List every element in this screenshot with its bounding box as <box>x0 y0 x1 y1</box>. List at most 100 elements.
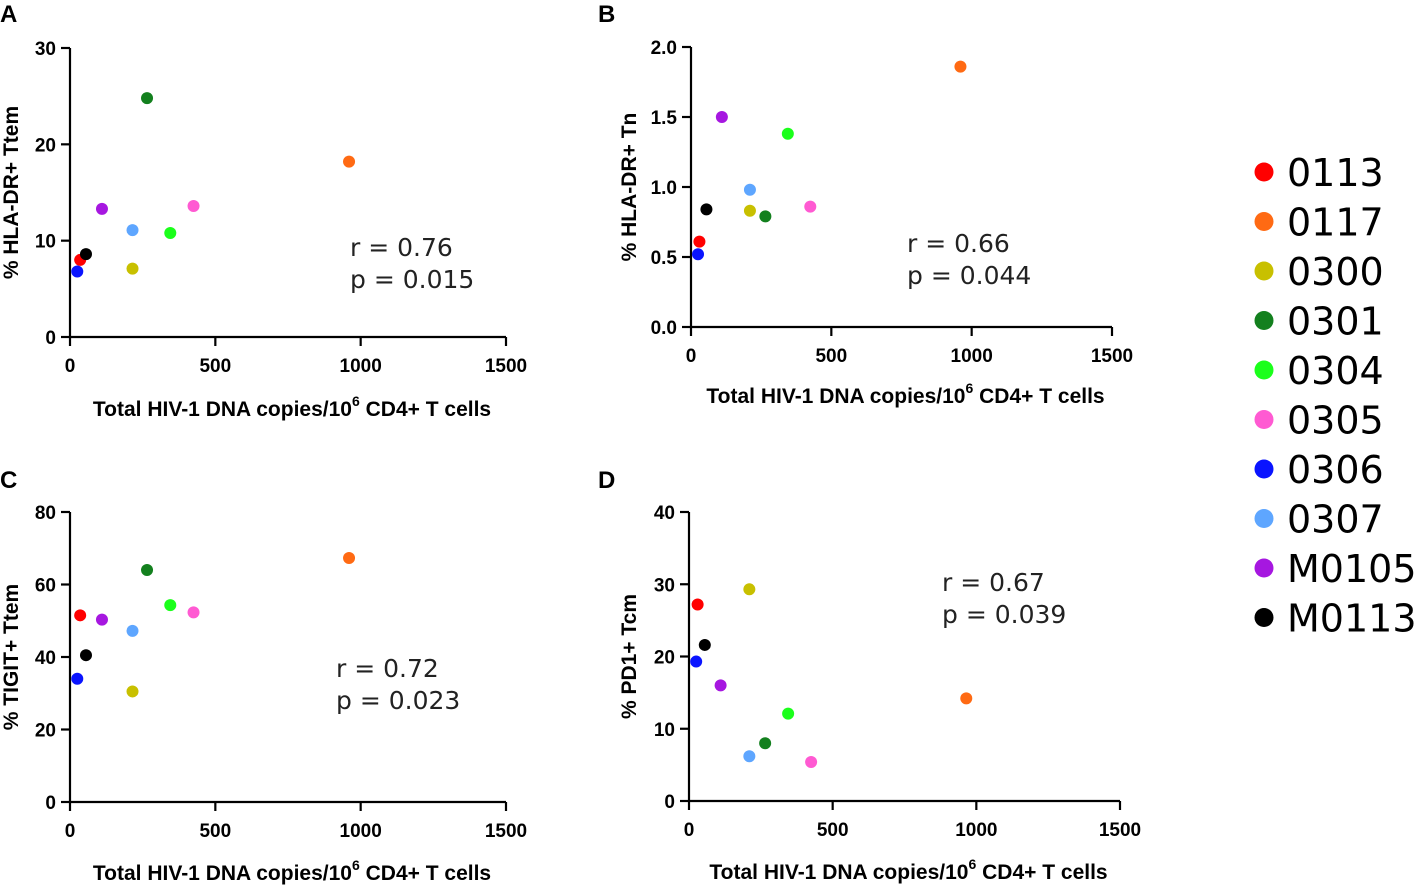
data-point-0304 <box>781 127 794 140</box>
data-point-0117 <box>343 552 356 565</box>
x-axis-title-main: Total HIV-1 DNA copies/10 <box>93 398 352 421</box>
data-point-m0113 <box>79 248 92 261</box>
y-tick-label: 10 <box>35 232 56 253</box>
panel-letter: B <box>598 1 615 28</box>
y-tick-label: 20 <box>35 135 56 156</box>
data-point-0113 <box>693 235 706 248</box>
legend-label-0113: 0113 <box>1287 151 1384 195</box>
stat-r: r = 0.67 <box>942 568 1045 597</box>
data-point-0117 <box>960 692 973 705</box>
data-point-0301 <box>759 737 772 750</box>
data-point-m0105 <box>714 679 727 692</box>
panel-b: B 0.0 0.5 1.0 1.5 2.0 0 500 1000 1500 % HLA-DR+ Tn… <box>598 1 1133 408</box>
y-tick-label: 0 <box>664 792 675 813</box>
x-tick-label: 500 <box>817 820 849 841</box>
x-axis-title: Total HIV-1 DNA copies/106 CD4+ T cells <box>709 856 1107 884</box>
x-tick-label: 1000 <box>340 356 382 377</box>
y-tick-label: 40 <box>35 648 56 669</box>
x-axis-title-tail: CD4+ T cells <box>976 861 1107 884</box>
x-tick-label: 500 <box>815 346 847 367</box>
x-tick-label: 1000 <box>955 820 997 841</box>
stat-r: r = 0.72 <box>336 654 439 683</box>
data-point-0117 <box>954 60 967 73</box>
x-tick-label: 0 <box>686 346 697 367</box>
data-point-0304 <box>782 707 795 720</box>
stat-r: r = 0.76 <box>350 233 453 262</box>
legend-marker-0305 <box>1254 410 1274 429</box>
stat-p: p = 0.015 <box>350 265 474 294</box>
x-tick-label: 500 <box>199 356 231 377</box>
x-tick-label: 1500 <box>485 356 527 377</box>
data-point-0304 <box>164 226 177 239</box>
x-axis-title-superscript: 6 <box>352 857 360 873</box>
data-point-0300 <box>126 685 139 698</box>
x-tick-label: 0 <box>65 821 76 842</box>
panel-letter: A <box>0 1 17 28</box>
y-tick-label: 20 <box>654 648 675 669</box>
data-point-0301 <box>141 564 154 576</box>
legend-marker-m0113 <box>1254 608 1274 627</box>
x-tick-label: 1500 <box>485 821 527 842</box>
x-axis-title-main: Total HIV-1 DNA copies/10 <box>709 861 968 884</box>
data-point-0305 <box>187 606 200 619</box>
panel-c: C 0 20 40 60 80 0 500 1000 1500 % TIGIT+ Ttem Total… <box>0 467 527 885</box>
x-tick-label: 1500 <box>1091 346 1133 367</box>
x-axis-title: Total HIV-1 DNA copies/106 CD4+ T cells <box>706 380 1104 408</box>
y-tick-label: 30 <box>35 39 56 60</box>
y-tick-label: 10 <box>654 720 675 741</box>
data-point-0300 <box>743 583 756 596</box>
data-point-0306 <box>71 265 84 278</box>
x-axis-title-main: Total HIV-1 DNA copies/10 <box>706 385 965 408</box>
legend-label-m0113: M0113 <box>1287 597 1417 641</box>
legend-marker-0113 <box>1254 162 1274 182</box>
legend-marker-0306 <box>1254 459 1274 479</box>
x-axis-title-tail: CD4+ T cells <box>360 398 491 421</box>
data-point-m0113 <box>79 649 92 662</box>
data-point-0307 <box>126 224 139 237</box>
y-axis-title: % TIGIT+ Ttem <box>0 584 23 730</box>
data-point-0307 <box>126 624 139 637</box>
legend-label-0301: 0301 <box>1287 300 1384 344</box>
legend-label-0307: 0307 <box>1287 498 1384 542</box>
data-point-0300 <box>126 262 139 275</box>
y-tick-label: 0.0 <box>651 318 677 339</box>
legend: 0113 0117 0300 0301 0304 0305 0306 0307 M0105 M01… <box>1254 151 1417 641</box>
x-axis-title-tail: CD4+ T cells <box>973 385 1104 408</box>
x-axis-title-tail: CD4+ T cells <box>360 862 491 885</box>
y-tick-label: 1.5 <box>651 108 678 129</box>
data-point-m0105 <box>95 202 108 215</box>
data-point-0305 <box>187 199 200 212</box>
panel-d: D 0 10 20 30 40 0 500 1000 1500 % PD1+ Tcm Total HI… <box>598 467 1141 884</box>
legend-label-0117: 0117 <box>1287 201 1384 245</box>
y-tick-label: 30 <box>654 575 675 596</box>
data-point-m0105 <box>95 613 108 626</box>
panel-letter: D <box>598 467 615 494</box>
x-axis-title: Total HIV-1 DNA copies/106 CD4+ T cells <box>93 857 491 885</box>
y-tick-label: 80 <box>35 503 56 524</box>
legend-label-0306: 0306 <box>1287 448 1384 492</box>
legend-marker-0300 <box>1254 261 1274 281</box>
data-point-0305 <box>804 200 817 213</box>
x-tick-label: 500 <box>199 821 231 842</box>
data-point-0306 <box>71 672 84 685</box>
y-tick-label: 40 <box>654 503 675 524</box>
data-point-m0105 <box>715 111 728 123</box>
data-point-0117 <box>343 155 356 168</box>
legend-label-0300: 0300 <box>1287 250 1384 294</box>
legend-marker-0304 <box>1254 360 1274 380</box>
x-axis-title-superscript: 6 <box>965 380 973 396</box>
x-tick-label: 0 <box>65 356 76 377</box>
x-tick-label: 1000 <box>340 821 382 842</box>
y-tick-label: 0 <box>45 793 56 814</box>
y-tick-label: 20 <box>35 721 56 742</box>
panel-letter: C <box>0 467 17 494</box>
x-axis-title-superscript: 6 <box>968 856 976 872</box>
legend-label-0305: 0305 <box>1287 399 1384 443</box>
data-point-0306 <box>692 248 705 261</box>
x-tick-label: 1000 <box>951 346 993 367</box>
legend-marker-0301 <box>1254 311 1274 330</box>
stat-r: r = 0.66 <box>907 229 1010 258</box>
legend-label-0304: 0304 <box>1287 349 1384 393</box>
data-point-0301 <box>759 210 772 223</box>
x-axis-title-superscript: 6 <box>352 393 360 409</box>
